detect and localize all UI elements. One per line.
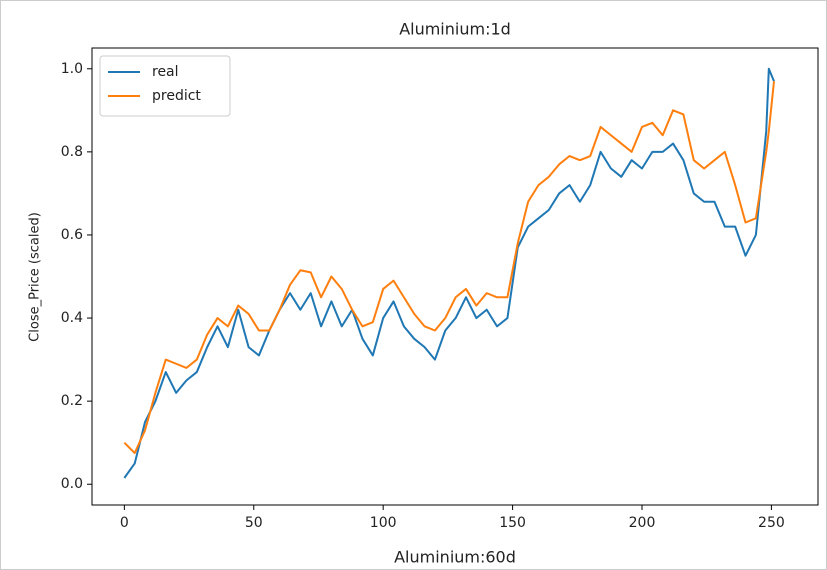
x-tick-label: 0 bbox=[120, 515, 129, 531]
line-real bbox=[123, 67, 775, 479]
y-tick-label: 0.6 bbox=[61, 227, 83, 243]
y-tick-label: 0.2 bbox=[61, 393, 83, 409]
line-predict bbox=[123, 81, 775, 455]
legend-label: predict bbox=[152, 88, 201, 104]
plot-frame bbox=[91, 47, 819, 506]
chart-title: Aluminium:1d bbox=[399, 20, 511, 39]
x-tick-label: 150 bbox=[499, 515, 526, 531]
y-tick-label: 0.0 bbox=[61, 476, 83, 492]
next-chart-title: Aluminium:60d bbox=[394, 548, 516, 567]
x-tick-label: 250 bbox=[758, 515, 785, 531]
y-tick-label: 0.8 bbox=[61, 144, 83, 160]
y-tick-label: 1.0 bbox=[61, 61, 83, 77]
x-tick-label: 50 bbox=[245, 515, 263, 531]
y-tick-label: 0.4 bbox=[61, 310, 83, 326]
x-tick-label: 200 bbox=[629, 515, 656, 531]
x-tick-label: 100 bbox=[370, 515, 397, 531]
legend-label: real bbox=[152, 64, 179, 80]
y-axis-label: Close_Price (scaled) bbox=[28, 212, 43, 342]
